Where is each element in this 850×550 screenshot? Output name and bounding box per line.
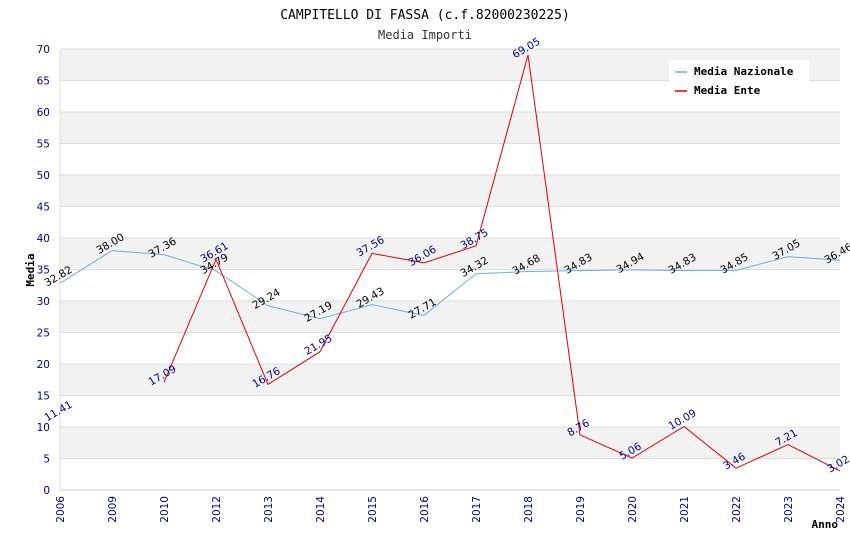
- legend-label-ente: Media Ente: [694, 84, 761, 97]
- y-tick-label: 70: [37, 44, 50, 56]
- grid-bands: [59, 48, 840, 491]
- legend-box: [669, 60, 809, 102]
- y-tick-label: 25: [37, 328, 50, 340]
- x-tick-label: 2013: [263, 496, 275, 523]
- grid-band: [60, 395, 840, 427]
- y-tick-label: 45: [37, 202, 50, 214]
- x-tick-label: 2012: [211, 496, 223, 523]
- y-tick-label: 35: [37, 265, 50, 277]
- grid-band: [60, 206, 840, 238]
- legend-label-nazionale: Media Nazionale: [694, 65, 794, 78]
- y-tick-label: 50: [37, 170, 50, 182]
- grid-band: [60, 301, 840, 333]
- grid-band: [60, 238, 840, 270]
- x-tick-label: 2014: [315, 496, 327, 523]
- grid-band: [60, 269, 840, 301]
- series-line: [59, 250, 841, 320]
- grid-band: [60, 332, 840, 364]
- y-tick-label: 15: [37, 391, 50, 403]
- grid-band: [60, 458, 840, 490]
- y-tick-label: 65: [37, 76, 50, 88]
- x-tick-label: 2006: [55, 496, 67, 523]
- x-tick-label: 2018: [523, 496, 535, 523]
- x-tick-label: 2023: [783, 496, 795, 523]
- legend: Media Nazionale Media Ente: [669, 60, 809, 102]
- x-tick-label: 2024: [835, 496, 847, 523]
- grid-band: [60, 143, 840, 175]
- x-tick-label: 2019: [575, 496, 587, 523]
- chart-subtitle: Media Importi: [378, 28, 472, 42]
- y-tick-label: 20: [37, 359, 50, 371]
- x-tick-label: 2015: [367, 496, 379, 523]
- x-tick-label: 2022: [731, 496, 743, 523]
- y-tick-label: 30: [37, 296, 50, 308]
- grid-band: [60, 112, 840, 144]
- y-tick-label: 0: [43, 485, 50, 497]
- y-axis-ticks: 0 5 10 15 20 25 30 35 40 45 50 55 60 65 70: [37, 44, 50, 497]
- x-axis-label: Anno: [812, 518, 839, 531]
- x-axis-ticks: 2006 2009 2010 2012 2013 2014 2015 2016 2017 2018…: [55, 496, 847, 523]
- y-tick-label: 10: [37, 422, 50, 434]
- grid-band: [60, 427, 840, 459]
- series-line: [163, 54, 841, 472]
- x-tick-label: 2010: [159, 496, 171, 523]
- y-axis-label: Media: [24, 253, 37, 286]
- grid-band: [60, 175, 840, 207]
- series-lines: [59, 54, 841, 472]
- x-tick-label: 2016: [419, 496, 431, 523]
- y-tick-label: 40: [37, 233, 50, 245]
- x-tick-label: 2017: [471, 496, 483, 523]
- grid-band: [60, 364, 840, 396]
- y-tick-label: 5: [43, 454, 50, 466]
- x-tick-label: 2021: [679, 496, 691, 523]
- y-tick-label: 55: [37, 139, 50, 151]
- x-tick-label: 2009: [107, 496, 119, 523]
- chart-title: CAMPITELLO DI FASSA (c.f.82000230225): [280, 8, 570, 23]
- x-tick-label: 2020: [627, 496, 639, 523]
- y-tick-label: 60: [37, 107, 50, 119]
